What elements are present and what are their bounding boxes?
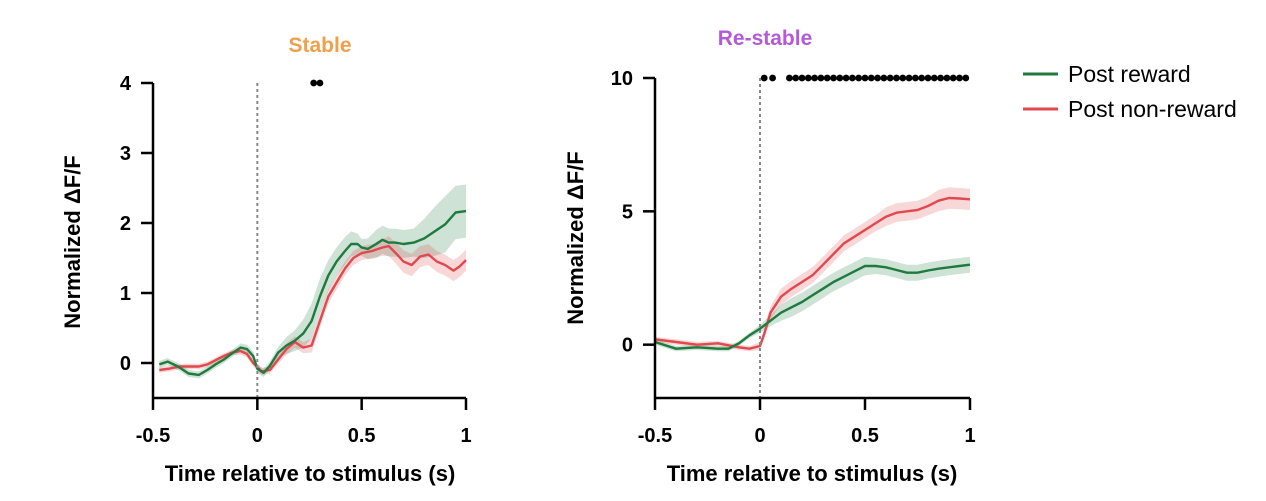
y-tick-label: 3 bbox=[120, 143, 131, 165]
significance-dot bbox=[962, 74, 970, 82]
y-tick-label: 1 bbox=[120, 283, 131, 305]
y-tick-label: 10 bbox=[611, 68, 633, 90]
x-tick-label: 0.5 bbox=[851, 425, 879, 447]
significance-dot bbox=[886, 74, 894, 82]
significance-dot bbox=[786, 74, 793, 82]
legend: Post reward Post non-reward bbox=[1023, 61, 1237, 122]
significance-dot bbox=[849, 74, 856, 82]
y-tick-label: 2 bbox=[120, 213, 131, 235]
legend-label-post-non-reward: Post non-reward bbox=[1068, 96, 1237, 122]
y-axis-title-stable: Normalized ΔF/F bbox=[60, 155, 85, 329]
significance-dot bbox=[930, 74, 938, 82]
significance-dot bbox=[867, 74, 875, 82]
x-axis-title-re-stable: Time relative to stimulus (s) bbox=[667, 461, 958, 486]
significance-dot bbox=[880, 74, 888, 82]
significance-dot bbox=[943, 74, 951, 82]
error-band-post-reward bbox=[655, 256, 970, 352]
series-line-post-non-reward bbox=[654, 196, 971, 350]
significance-dot bbox=[817, 74, 825, 82]
y-tick-label: 5 bbox=[622, 201, 633, 223]
panel-re-stable: Re-stable 0 5 10 -0.5 0 0.5 1 Time relative to… bbox=[563, 27, 976, 486]
y-axis-title-re-stable: Normalized ΔF/F bbox=[563, 151, 588, 325]
significance-dot bbox=[912, 74, 919, 82]
significance-dot bbox=[792, 74, 800, 82]
x-tick-label: 0 bbox=[252, 425, 263, 447]
error-band-post-non-reward bbox=[159, 236, 467, 375]
series-line-post-non-reward bbox=[159, 244, 467, 373]
significance-dot bbox=[798, 74, 806, 82]
x-tick-label: 1 bbox=[460, 425, 471, 447]
panel-title-stable: Stable bbox=[288, 34, 351, 57]
x-tick-label: 1 bbox=[964, 425, 975, 447]
significance-dot bbox=[924, 74, 932, 82]
significance-dot bbox=[899, 74, 907, 82]
significance-dot bbox=[861, 74, 869, 82]
plot-area-stable: 0 1 2 3 4 -0.5 0 0.5 1 bbox=[120, 73, 472, 447]
significance-dot bbox=[836, 74, 844, 82]
significance-dot bbox=[905, 74, 913, 82]
significance-dot bbox=[855, 74, 863, 82]
significance-dot bbox=[769, 74, 776, 82]
significance-dot bbox=[918, 74, 926, 82]
plot-area-re-stable: 0 5 10 -0.5 0 0.5 1 bbox=[611, 68, 976, 447]
series-line-post-reward bbox=[654, 263, 971, 350]
y-tick-label: 4 bbox=[120, 73, 132, 95]
significance-dot bbox=[811, 74, 818, 82]
significance-dot bbox=[823, 74, 831, 82]
error-band-post-reward bbox=[159, 184, 467, 379]
legend-label-post-reward: Post reward bbox=[1068, 61, 1191, 87]
series-line-post-reward bbox=[158, 209, 467, 377]
significance-dot bbox=[949, 74, 957, 82]
significance-dot bbox=[874, 74, 881, 82]
significance-dot bbox=[310, 79, 318, 87]
y-tick-label: 0 bbox=[622, 335, 633, 357]
y-tick-label: 0 bbox=[120, 353, 131, 375]
x-tick-label: -0.5 bbox=[638, 425, 672, 447]
panel-title-re-stable: Re-stable bbox=[718, 27, 813, 50]
x-tick-label: 0.5 bbox=[348, 425, 376, 447]
x-tick-label: -0.5 bbox=[136, 425, 170, 447]
significance-dot bbox=[893, 74, 900, 82]
significance-dot bbox=[830, 74, 837, 82]
error-band-post-non-reward bbox=[655, 187, 970, 352]
panel-stable: Stable 0 1 2 3 4 -0.5 0 0.5 1 Time relative to s… bbox=[60, 34, 472, 486]
x-tick-label: 0 bbox=[754, 425, 765, 447]
x-axis-title-stable: Time relative to stimulus (s) bbox=[165, 461, 456, 486]
significance-dot bbox=[804, 74, 812, 82]
significance-dot bbox=[937, 74, 944, 82]
significance-dot bbox=[316, 79, 324, 87]
significance-dot bbox=[842, 74, 850, 82]
significance-dot bbox=[760, 74, 768, 82]
significance-dot bbox=[956, 74, 963, 82]
